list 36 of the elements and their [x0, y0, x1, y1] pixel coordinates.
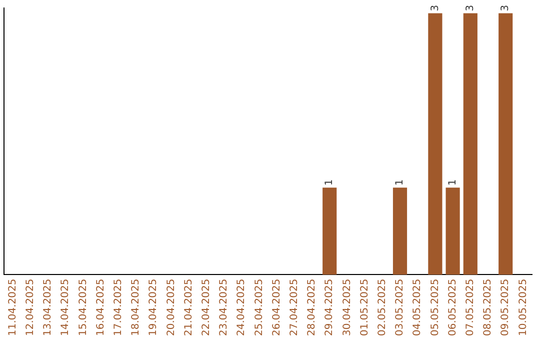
x-tick-label: 12.04.2025: [24, 278, 36, 336]
x-tick-label: 10.05.2025: [518, 278, 529, 336]
x-tick-label: 14.04.2025: [60, 278, 72, 336]
x-tick-label: 04.05.2025: [412, 278, 424, 336]
x-tick-label: 25.04.2025: [254, 278, 265, 336]
x-tick-label: 21.04.2025: [183, 278, 194, 336]
x-tick-label: 28.04.2025: [306, 278, 318, 336]
x-tick-label: 22.04.2025: [200, 278, 212, 336]
x-tick-label: 26.04.2025: [271, 278, 282, 336]
data-label: 1: [447, 179, 458, 186]
x-tick-label: 20.04.2025: [166, 278, 177, 336]
x-tick-label: 06.05.2025: [447, 278, 458, 336]
x-tick-label: 02.05.2025: [376, 278, 388, 336]
x-tick-label: 09.05.2025: [500, 278, 512, 336]
x-tick-label: 29.04.2025: [324, 278, 336, 336]
x-tick-label: 11.04.2025: [7, 278, 18, 336]
data-label: 1: [324, 179, 336, 186]
x-tick-label: 24.04.2025: [236, 278, 248, 336]
x-tick-label: 07.05.2025: [464, 278, 476, 336]
data-label: 3: [464, 4, 476, 12]
x-tick-label: 01.05.2025: [359, 278, 370, 336]
data-label: 1: [394, 179, 406, 186]
x-tick-label: 16.04.2025: [95, 278, 106, 336]
x-tick-label: 13.04.2025: [42, 278, 54, 336]
data-label: 3: [500, 4, 512, 12]
x-tick-label: 19.04.2025: [148, 278, 160, 336]
x-tick-label: 27.04.2025: [288, 278, 300, 336]
x-tick-label: 23.04.2025: [218, 278, 230, 336]
data-label: 3: [430, 4, 441, 12]
x-tick-label: 30.04.2025: [342, 278, 353, 336]
x-tick-label: 05.05.2025: [430, 278, 441, 336]
x-tick-label: 03.05.2025: [394, 278, 406, 336]
x-tick-label: 17.04.2025: [112, 278, 124, 336]
x-tick-label: 18.04.2025: [130, 278, 142, 336]
x-tick-label: 08.05.2025: [482, 278, 494, 336]
x-tick-label: 15.04.2025: [78, 278, 89, 336]
